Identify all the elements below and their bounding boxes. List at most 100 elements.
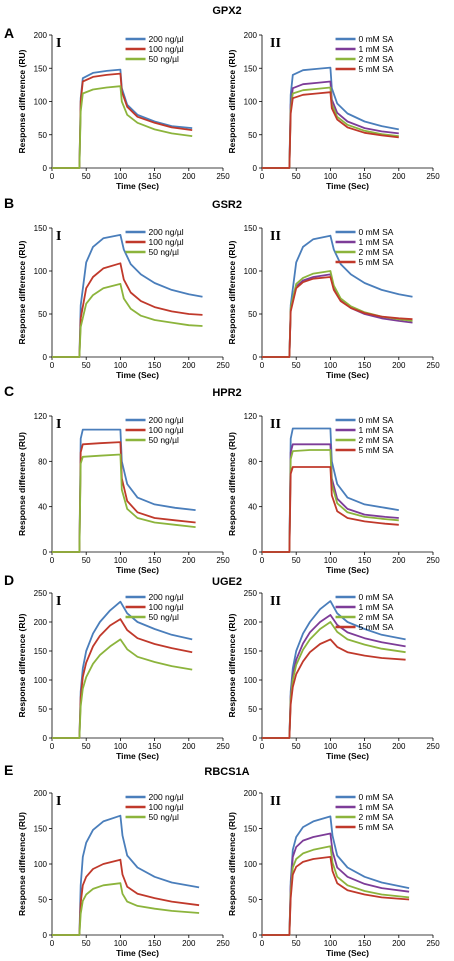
- x-tick-label: 50: [82, 556, 91, 565]
- subpanel-label: II: [270, 794, 281, 809]
- y-tick-label: 0: [43, 164, 48, 173]
- x-tick-label: 250: [216, 742, 230, 751]
- x-tick-label: 200: [392, 361, 406, 370]
- series-line: [262, 449, 399, 553]
- y-tick-label: 200: [34, 789, 48, 798]
- x-tick-label: 200: [182, 742, 196, 751]
- y-tick-label: 200: [34, 31, 48, 40]
- y-axis-label: Response difference (RU): [227, 49, 237, 153]
- y-tick-label: 50: [38, 131, 47, 140]
- series-line: [52, 85, 193, 169]
- x-tick-label: 50: [82, 939, 91, 948]
- x-tick-label: 50: [292, 939, 301, 948]
- x-tick-label: 0: [50, 556, 55, 565]
- y-tick-label: 0: [43, 548, 48, 557]
- y-axis-label: Response difference (RU): [227, 240, 237, 344]
- y-tick-label: 50: [38, 310, 47, 319]
- subpanel-label: II: [270, 229, 281, 244]
- legend-label: 200 ng/µl: [149, 34, 184, 44]
- y-tick-label: 50: [38, 896, 47, 905]
- series-line: [262, 91, 399, 169]
- legend-label: 200 ng/µl: [149, 415, 184, 425]
- x-tick-label: 0: [260, 172, 265, 181]
- panel-letter: E: [4, 762, 13, 778]
- legend-label: 50 ng/µl: [149, 812, 180, 822]
- y-tick-label: 100: [244, 267, 258, 276]
- x-tick-label: 150: [358, 939, 372, 948]
- chart-panel-E-I: E RBCS1A I 0 50 100 150 200 250 0 50 100 150 200 Time …: [4, 762, 250, 958]
- series-line: [52, 453, 196, 553]
- y-tick-label: 200: [34, 618, 48, 627]
- legend-label: 100 ng/µl: [149, 602, 184, 612]
- x-tick-label: 50: [82, 742, 91, 751]
- legend-label: 2 mM SA: [359, 612, 394, 622]
- y-tick-label: 150: [244, 64, 258, 73]
- chart-panel-E-II: II 0 50 100 150 200 250 0 50 100 150 200 Time (Sec) R…: [227, 789, 440, 958]
- x-tick-label: 100: [324, 361, 338, 370]
- x-tick-label: 250: [426, 361, 440, 370]
- series-line: [52, 262, 203, 358]
- x-tick-label: 50: [82, 361, 91, 370]
- x-tick-label: 200: [392, 556, 406, 565]
- y-axis-label: Response difference (RU): [17, 49, 27, 153]
- y-tick-label: 150: [34, 825, 48, 834]
- series-line: [262, 270, 413, 358]
- y-tick-label: 80: [248, 457, 257, 466]
- x-tick-label: 250: [426, 556, 440, 565]
- series-line: [52, 233, 203, 358]
- legend-label: 0 mM SA: [359, 792, 394, 802]
- x-tick-label: 100: [114, 939, 128, 948]
- x-tick-label: 100: [114, 556, 128, 565]
- chart-panel-A-II: II 0 50 100 150 200 250 0 50 100 150 200 Time (Sec) R…: [227, 31, 440, 191]
- y-axis-label: Response difference (RU): [227, 812, 237, 916]
- legend-label: 1 mM SA: [359, 237, 394, 247]
- y-tick-label: 50: [248, 310, 257, 319]
- x-tick-label: 200: [392, 742, 406, 751]
- x-tick-label: 250: [216, 172, 230, 181]
- y-tick-label: 250: [34, 589, 48, 598]
- legend-label: 100 ng/µl: [149, 425, 184, 435]
- x-tick-label: 50: [82, 172, 91, 181]
- panel-title: RBCS1A: [204, 766, 249, 778]
- legend-label: 200 ng/µl: [149, 592, 184, 602]
- x-tick-label: 0: [50, 172, 55, 181]
- y-tick-label: 100: [244, 98, 258, 107]
- x-axis-label: Time (Sec): [116, 751, 159, 761]
- subpanel-label: II: [270, 594, 281, 609]
- legend-label: 5 mM SA: [359, 445, 394, 455]
- subpanel-label: I: [56, 417, 61, 432]
- x-tick-label: 200: [392, 172, 406, 181]
- legend-label: 5 mM SA: [359, 64, 394, 74]
- legend-label: 0 mM SA: [359, 415, 394, 425]
- x-tick-label: 100: [324, 172, 338, 181]
- y-tick-label: 150: [34, 647, 48, 656]
- y-tick-label: 50: [38, 705, 47, 714]
- y-tick-label: 50: [248, 131, 257, 140]
- y-tick-label: 120: [244, 412, 258, 421]
- y-tick-label: 0: [253, 548, 258, 557]
- x-axis-label: Time (Sec): [326, 370, 369, 380]
- x-tick-label: 0: [50, 742, 55, 751]
- x-tick-label: 100: [324, 742, 338, 751]
- series-line: [262, 856, 410, 936]
- legend-label: 0 mM SA: [359, 227, 394, 237]
- x-tick-label: 150: [148, 742, 162, 751]
- y-tick-label: 120: [34, 412, 48, 421]
- chart-panel-D-I: D UGE2 I 0 50 100 150 200 250 0 50 100 150 200 250 Time…: [4, 572, 242, 761]
- x-tick-label: 200: [182, 172, 196, 181]
- x-tick-label: 150: [358, 172, 372, 181]
- panel-letter: B: [4, 195, 14, 211]
- series-line: [262, 276, 413, 358]
- y-tick-label: 80: [38, 457, 47, 466]
- x-tick-label: 0: [50, 939, 55, 948]
- x-tick-label: 150: [358, 556, 372, 565]
- subpanel-label: I: [56, 594, 61, 609]
- x-tick-label: 150: [148, 556, 162, 565]
- x-tick-label: 100: [114, 742, 128, 751]
- legend-label: 1 mM SA: [359, 802, 394, 812]
- y-tick-label: 50: [248, 896, 257, 905]
- legend-label: 100 ng/µl: [149, 237, 184, 247]
- y-tick-label: 40: [38, 503, 47, 512]
